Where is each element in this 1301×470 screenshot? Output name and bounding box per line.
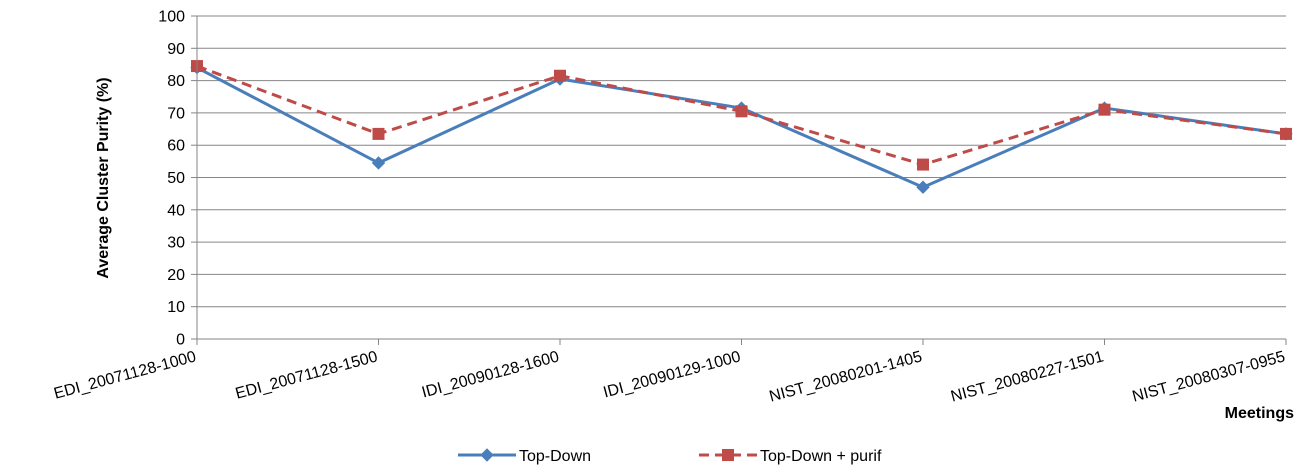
y-tick-label: 50 bbox=[167, 170, 185, 187]
x-axis-ticks: EDI_20071128-1000 EDI_20071128-1500 IDI_20… bbox=[52, 339, 1287, 406]
data-point bbox=[735, 105, 748, 118]
y-tick-label: 100 bbox=[158, 9, 185, 26]
y-tick-label: 10 bbox=[167, 299, 185, 316]
data-point bbox=[554, 69, 566, 82]
y-tick-label: 60 bbox=[167, 138, 185, 155]
x-tick-label: EDI_20071128-1000 bbox=[52, 348, 198, 402]
y-tick-label: 90 bbox=[167, 41, 185, 58]
data-point bbox=[371, 156, 386, 170]
data-point bbox=[917, 158, 929, 171]
data-point bbox=[372, 127, 385, 140]
legend: Top-Down Top-Down + purif bbox=[458, 448, 882, 465]
y-tick-label: 20 bbox=[167, 267, 185, 284]
x-tick-label: EDI_20071128-1500 bbox=[234, 348, 380, 402]
y-tick-label: 40 bbox=[167, 202, 185, 219]
x-tick-label: NIST_20080201-1405 bbox=[768, 348, 925, 405]
legend-label: Top-Down bbox=[519, 448, 591, 465]
x-axis-title: Meetings bbox=[1225, 405, 1294, 422]
y-tick-label: 0 bbox=[176, 332, 185, 349]
x-tick-label: NIST_20080227-1501 bbox=[949, 348, 1106, 405]
x-tick-label: IDI_20090129-1000 bbox=[602, 348, 743, 401]
legend-label: Top-Down + purif bbox=[760, 448, 882, 465]
data-point bbox=[1098, 103, 1111, 116]
series-lines bbox=[196, 64, 1287, 189]
data-point bbox=[1280, 127, 1292, 140]
y-axis-ticks: 0 10 20 30 40 50 60 70 80 90 100 bbox=[158, 9, 197, 349]
gridlines bbox=[197, 15, 1286, 308]
series-line-0 bbox=[196, 66, 1287, 189]
legend-swatch-marker bbox=[480, 448, 494, 462]
y-tick-label: 30 bbox=[167, 235, 185, 252]
x-tick-label: NIST_20080307-0955 bbox=[1131, 348, 1288, 405]
data-point bbox=[916, 180, 930, 194]
y-tick-label: 70 bbox=[167, 105, 185, 122]
x-tick-label: IDI_20090128-1600 bbox=[420, 348, 561, 401]
y-axis-title: Average Cluster Purity (%) bbox=[95, 77, 112, 278]
legend-swatch-marker bbox=[722, 449, 734, 461]
y-tick-label: 80 bbox=[167, 73, 185, 90]
